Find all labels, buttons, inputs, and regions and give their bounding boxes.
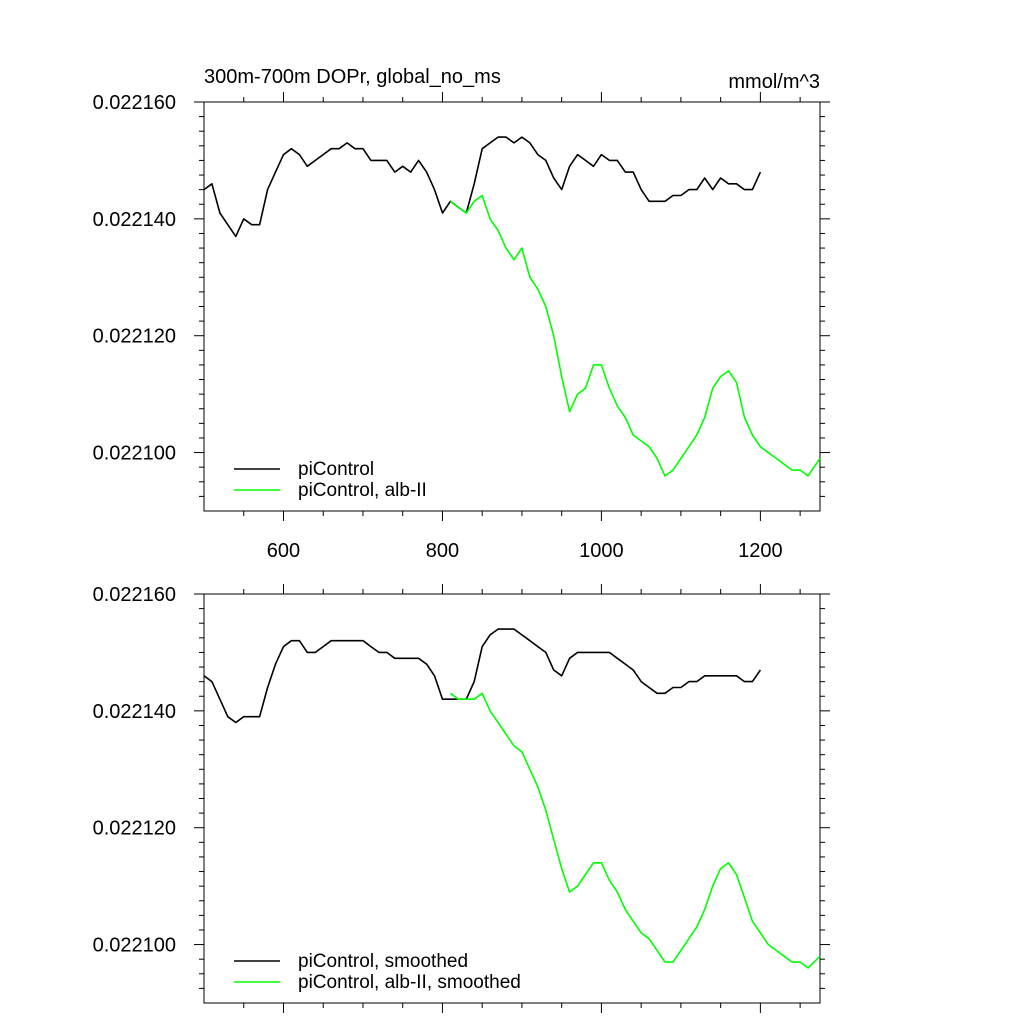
x-tick-label: 1200 <box>738 540 783 562</box>
legend-label: piControl <box>298 459 374 480</box>
legend-label: piControl, alb-II, smoothed <box>298 972 521 993</box>
series-line-picontrol <box>203 628 762 724</box>
units-label: mmol/m^3 <box>728 71 820 93</box>
series-line-alb-ii <box>449 194 821 477</box>
legend-label: piControl, alb-II <box>298 480 427 501</box>
bottom-panel: 0.022100 0.022120 0.022140 0.022160 piContro… <box>93 584 830 1013</box>
y-tick-label: 0.022140 <box>93 701 176 723</box>
x-tick-label: 1000 <box>579 540 624 562</box>
top-panel: 300m-700m DOPr, global_no_ms mmol/m^3 0.… <box>93 66 830 562</box>
x-tick-label: 600 <box>267 540 300 562</box>
series-line-picontrol <box>203 136 762 238</box>
y-tick-label: 0.022140 <box>93 209 176 231</box>
chart-title: 300m-700m DOPr, global_no_ms <box>204 66 501 88</box>
x-tick-label: 800 <box>426 540 459 562</box>
y-tick-label: 0.022160 <box>93 584 176 606</box>
y-tick-label: 0.022120 <box>93 818 176 840</box>
y-tick-label: 0.022100 <box>93 443 176 465</box>
y-tick-label: 0.022120 <box>93 326 176 348</box>
legend-label: piControl, smoothed <box>298 951 468 972</box>
y-tick-label: 0.022100 <box>93 935 176 957</box>
y-tick-label: 0.022160 <box>93 92 176 114</box>
series-line-alb-ii <box>449 692 821 969</box>
